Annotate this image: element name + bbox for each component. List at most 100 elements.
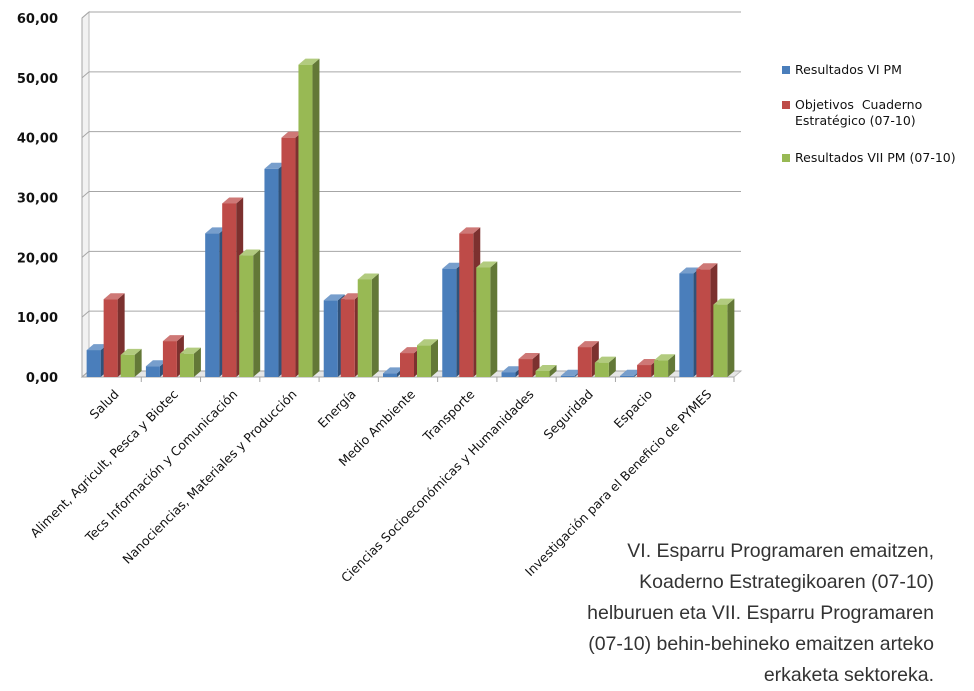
bar-top <box>222 197 244 204</box>
bar-top <box>594 356 616 363</box>
legend-swatch-series-1 <box>782 66 790 74</box>
bar-1 <box>323 300 338 377</box>
bar-top <box>476 261 498 268</box>
bar-2 <box>103 299 118 377</box>
legend-label-series-1: Resultados VI PM <box>795 62 902 77</box>
bar-1 <box>620 375 635 377</box>
bar-top <box>239 249 261 256</box>
bar-top <box>535 365 557 372</box>
bar-top <box>281 131 303 138</box>
caption-line-3: helburuen eta VII. Esparru Programaren <box>587 602 934 624</box>
bar-top <box>518 353 540 360</box>
gridline-depth <box>81 71 90 79</box>
gridline-depth <box>81 250 90 258</box>
bar-top <box>620 369 642 376</box>
y-tick-label: 60,00 <box>17 12 58 27</box>
bar-top <box>442 262 464 269</box>
x-tick-label: Seguridad <box>540 387 596 443</box>
bar-1 <box>679 273 694 377</box>
bar-2 <box>222 203 237 377</box>
caption-line-5: erkaketa sektoreka. <box>763 664 934 686</box>
legend-swatch-series-3 <box>782 154 790 162</box>
bar-top <box>654 354 676 361</box>
bar-top <box>120 348 142 355</box>
bar-side <box>668 354 676 377</box>
caption-line-2: Koaderno Estrategikoaren (07-10) <box>639 571 934 593</box>
bar-1 <box>264 168 279 377</box>
caption-line-4: (07-10) behin-behineko emaitzen arteko <box>588 633 934 655</box>
gridline-depth <box>81 131 90 139</box>
bar-2 <box>281 137 296 377</box>
bar-top <box>162 335 184 342</box>
chart-svg: 0,0010,0020,0030,0040,0050,0060,00SaludA… <box>17 10 743 585</box>
bar-top <box>696 263 718 270</box>
bar-top <box>264 162 286 169</box>
y-tick-label: 20,00 <box>17 251 58 266</box>
bar-1 <box>86 350 101 377</box>
bar-3 <box>120 354 135 377</box>
bar-2 <box>696 269 711 377</box>
bar-top <box>86 344 108 351</box>
y-tick-label: 10,00 <box>17 311 58 326</box>
bar-2 <box>340 299 355 377</box>
legend-item-series-2: Objetivos Cuaderno Estratégico (07-10) <box>782 97 972 129</box>
legend-label-series-2-line-2: Estratégico (07-10) <box>795 113 916 128</box>
bar-3 <box>298 64 313 378</box>
bar-top <box>679 267 701 274</box>
bar-top <box>417 339 438 346</box>
figure-caption: VI. Esparru Programaren emaitzen, Koader… <box>554 536 934 691</box>
bar-side <box>371 273 379 377</box>
legend-swatch-series-2 <box>782 101 790 109</box>
y-tick-label: 40,00 <box>17 132 58 147</box>
bar-2 <box>162 341 177 377</box>
bar-3 <box>594 362 609 377</box>
bar-top <box>459 227 481 234</box>
bar-1 <box>145 366 160 377</box>
y-tick-label: 30,00 <box>17 192 58 207</box>
bar-3 <box>239 255 254 377</box>
bar-top <box>383 367 404 374</box>
bar-top <box>103 293 125 300</box>
caption-line-1: VI. Esparru Programaren emaitzen, <box>627 540 934 562</box>
bar-side <box>253 249 261 377</box>
chart-legend: Resultados VI PM Objetivos Cuaderno Estr… <box>782 62 972 166</box>
bar-2 <box>637 365 652 377</box>
bar-3 <box>179 353 194 377</box>
bar-top <box>145 360 167 367</box>
bar-2 <box>459 233 474 377</box>
x-tick-label: Salud <box>86 387 121 422</box>
bar-side <box>312 58 320 378</box>
legend-label-series-3: Resultados VII PM (07-10) <box>795 150 956 165</box>
legend-item-series-3: Resultados VII PM (07-10) <box>782 150 972 166</box>
chart: 0,00 10,00 20,00 30,00 40,00 50,00 60,00 Salud A… <box>17 10 743 585</box>
bar-1 <box>442 268 457 377</box>
bar-1 <box>560 375 575 377</box>
legend-label-series-2-line-1: Objetivos Cuaderno <box>795 97 923 112</box>
bar-top <box>205 227 227 234</box>
bar-1 <box>383 373 397 377</box>
bar-3 <box>713 304 728 377</box>
bar-side <box>134 348 142 377</box>
bar-2 <box>577 347 592 377</box>
bar-top <box>637 359 659 366</box>
bar-side <box>193 347 201 377</box>
gridline-depth <box>81 191 90 198</box>
bar-3 <box>476 267 491 377</box>
x-tick-label: Espacio <box>611 387 656 432</box>
bar-side <box>431 339 438 377</box>
x-tick-label: Energía <box>315 387 359 431</box>
bar-top <box>560 369 582 376</box>
bar-top <box>323 294 345 301</box>
x-tick-label: Transporte <box>419 386 477 444</box>
bar-3 <box>654 360 669 377</box>
gridline-depth <box>81 11 90 19</box>
bar-top <box>298 58 320 65</box>
y-tick-label: 50,00 <box>17 72 58 87</box>
bar-side <box>549 365 557 377</box>
bar-top <box>501 366 523 373</box>
bar-top <box>713 298 735 305</box>
bar-side <box>608 356 616 377</box>
bar-top <box>400 347 421 354</box>
bar-top <box>340 293 362 300</box>
gridline-depth <box>81 310 90 318</box>
